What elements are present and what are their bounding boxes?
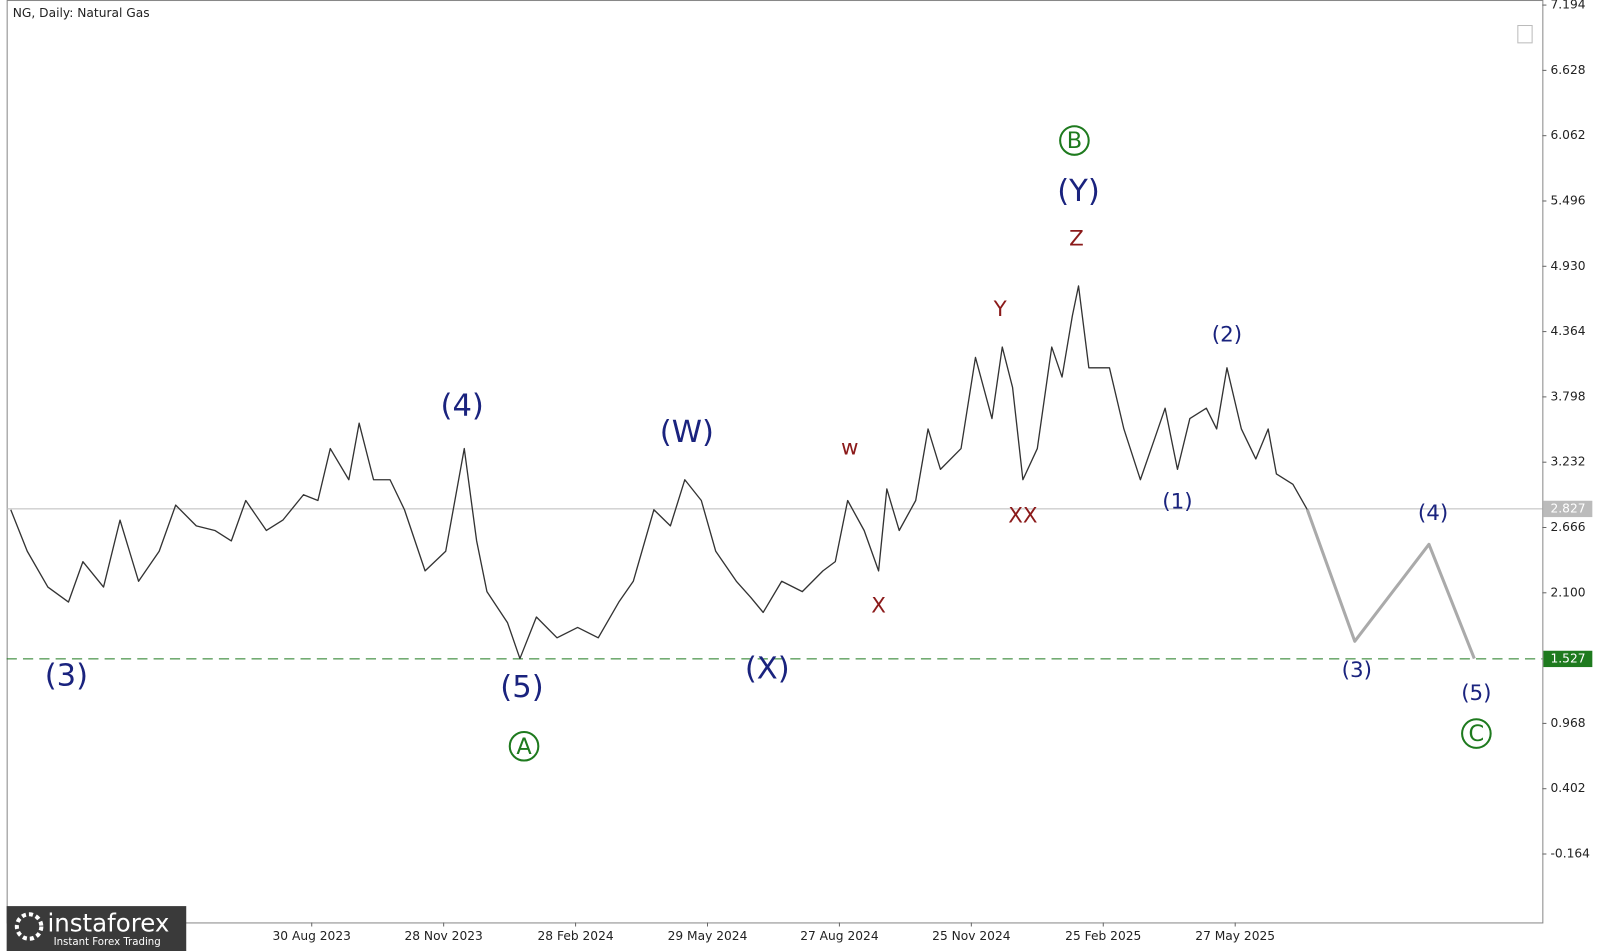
x-tick-label: 27 May 2025 (1195, 929, 1275, 943)
wave-circle (1461, 718, 1492, 749)
wave-label: A (516, 734, 532, 760)
wave-label: (3) (1342, 658, 1372, 683)
y-tick-label: 3.232 (1550, 455, 1585, 469)
logo-bg (6, 906, 187, 951)
x-tick-label: 28 Nov 2023 (404, 929, 482, 943)
price-label-bg (1543, 650, 1593, 668)
y-tick-label: 6.628 (1550, 63, 1585, 77)
x-tick-label: 25 Feb 2025 (1065, 929, 1141, 943)
wave-label: X (871, 594, 886, 619)
x-tick-label: 29 May 2024 (668, 929, 748, 943)
logo-tagline: Instant Forex Trading (54, 937, 161, 948)
wave-label: w (841, 435, 859, 460)
wave-label: Z (1069, 227, 1084, 252)
toolbar-icon[interactable] (1517, 24, 1533, 44)
y-tick-label: 6.062 (1550, 128, 1585, 142)
chart-title: NG, Daily: Natural Gas (13, 6, 150, 20)
y-tick-label: 7.194 (1550, 0, 1585, 12)
wave-circle (1059, 125, 1090, 156)
x-tick-label: 28 Feb 2024 (537, 929, 613, 943)
plot-layer: (3) (4) (5) (W) (X) (Y) (1) (2) (3) (4) (5) w X Y XX Z A… (6, 125, 1543, 762)
x-tick-label: 27 Aug 2024 (800, 929, 879, 943)
projection-path (1305, 509, 1476, 660)
wave-label: (Y) (1057, 174, 1100, 209)
y-tick-label: 5.496 (1550, 193, 1585, 207)
logo-name: instaforex (47, 908, 169, 937)
y-tick-label: 2.100 (1550, 585, 1585, 599)
price-label: 1.527 (1550, 651, 1585, 665)
y-tick-label: 4.930 (1550, 259, 1585, 273)
y-tick-label: -0.164 (1550, 847, 1590, 861)
wave-label: (W) (660, 415, 714, 450)
y-tick-label: 2.666 (1550, 520, 1585, 534)
wave-label: (2) (1212, 322, 1242, 347)
logo-icon (14, 912, 44, 941)
y-tick-label: 0.968 (1550, 716, 1585, 730)
wave-label: (3) (45, 658, 88, 693)
wave-label: (5) (500, 670, 543, 705)
wave-label: B (1067, 128, 1082, 154)
wave-circle (508, 730, 540, 762)
x-tick-label: 30 Aug 2023 (273, 929, 351, 943)
wave-label: (4) (1418, 501, 1448, 526)
logo: instaforex Instant Forex Trading (6, 906, 187, 951)
plot-frame (6, 0, 1544, 924)
price-label-bg (1543, 500, 1593, 518)
wave-label: (1) (1162, 490, 1192, 515)
price-line-series (10, 285, 1308, 660)
y-tick-label: 3.798 (1550, 389, 1585, 403)
y-tick-label: 4.364 (1550, 324, 1585, 338)
x-tick-label: 25 Nov 2024 (932, 929, 1011, 943)
y-tick-label: 0.402 (1550, 781, 1585, 795)
wave-label: XX (1008, 504, 1037, 529)
wave-label: C (1469, 721, 1485, 747)
wave-label: (4) (441, 388, 484, 423)
price-label: 2.827 (1550, 501, 1585, 515)
wave-label: (X) (745, 651, 790, 686)
wave-label: (5) (1461, 681, 1491, 706)
wave-label: Y (993, 297, 1008, 322)
